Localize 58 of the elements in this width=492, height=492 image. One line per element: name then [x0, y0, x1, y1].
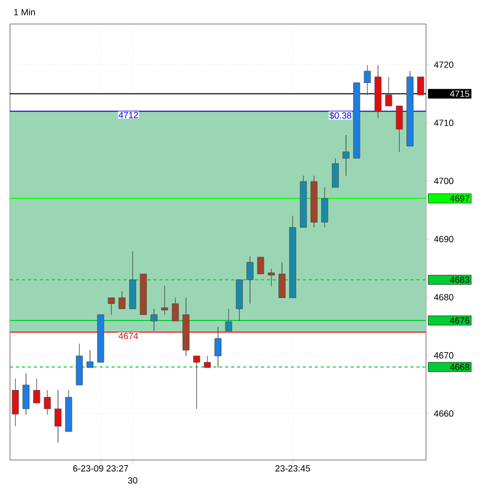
y-tick-label: 4670 — [434, 352, 454, 359]
y-tick-label: 4680 — [434, 294, 454, 300]
candlestick — [289, 216, 296, 298]
x-tick-label: 30 — [128, 477, 138, 484]
candlestick — [172, 298, 179, 322]
ref-line-label: 4676 — [450, 317, 470, 324]
candlestick — [396, 106, 403, 152]
candlestick — [246, 256, 254, 304]
candlestick — [417, 76, 424, 96]
candlestick — [97, 314, 104, 363]
candlestick — [65, 390, 72, 432]
ref-line-label: 4697 — [450, 195, 470, 202]
candlestick — [321, 187, 328, 228]
candlestick — [108, 298, 115, 315]
ref-line-label: 4715 — [450, 90, 470, 97]
y-tick-label: 4710 — [434, 120, 454, 126]
candlestick — [310, 175, 318, 228]
candlestick — [118, 291, 126, 310]
y-tick-label: 4690 — [434, 236, 454, 242]
annotation: 4712 — [118, 112, 138, 118]
candlestick — [214, 326, 222, 368]
y-tick-label: 4660 — [434, 410, 454, 417]
candlestick — [76, 343, 83, 386]
candlestick — [161, 285, 168, 315]
candlestick — [268, 268, 275, 286]
candlestick — [129, 251, 136, 310]
candlestick — [86, 350, 94, 368]
candlestick — [54, 390, 62, 443]
chart-title: 1 Min — [14, 8, 35, 16]
candlestick — [193, 356, 200, 410]
candlestick — [342, 134, 350, 176]
y-tick-label: 4720 — [434, 62, 454, 68]
candlestick — [150, 308, 158, 332]
candlestick — [204, 356, 211, 368]
candlestick — [364, 65, 371, 96]
candlestick — [406, 70, 414, 146]
candlestick — [182, 298, 190, 356]
candlestick — [225, 308, 232, 332]
candlestick — [22, 373, 30, 415]
candlestick — [385, 76, 392, 106]
candlestick — [374, 65, 382, 118]
y-tick-label: 4700 — [434, 178, 454, 184]
candlestick — [236, 280, 243, 322]
candlestick — [278, 262, 286, 298]
candlestick — [140, 274, 147, 315]
candlestick — [353, 82, 360, 159]
x-tick-label: 23-23:45 — [275, 465, 310, 472]
ref-line-label: 4683 — [450, 276, 470, 283]
x-tick-label: 6-23-09 23:27 — [73, 465, 128, 472]
candlestick — [300, 175, 307, 228]
candlestick — [257, 256, 264, 274]
candlestick — [44, 390, 51, 415]
annotation: $0.38 — [329, 112, 352, 120]
candlestick — [33, 378, 40, 404]
candlestick — [332, 158, 339, 188]
ref-line-label: 4668 — [450, 364, 470, 370]
candlestick — [12, 378, 19, 427]
annotation: 4674 — [118, 332, 138, 340]
